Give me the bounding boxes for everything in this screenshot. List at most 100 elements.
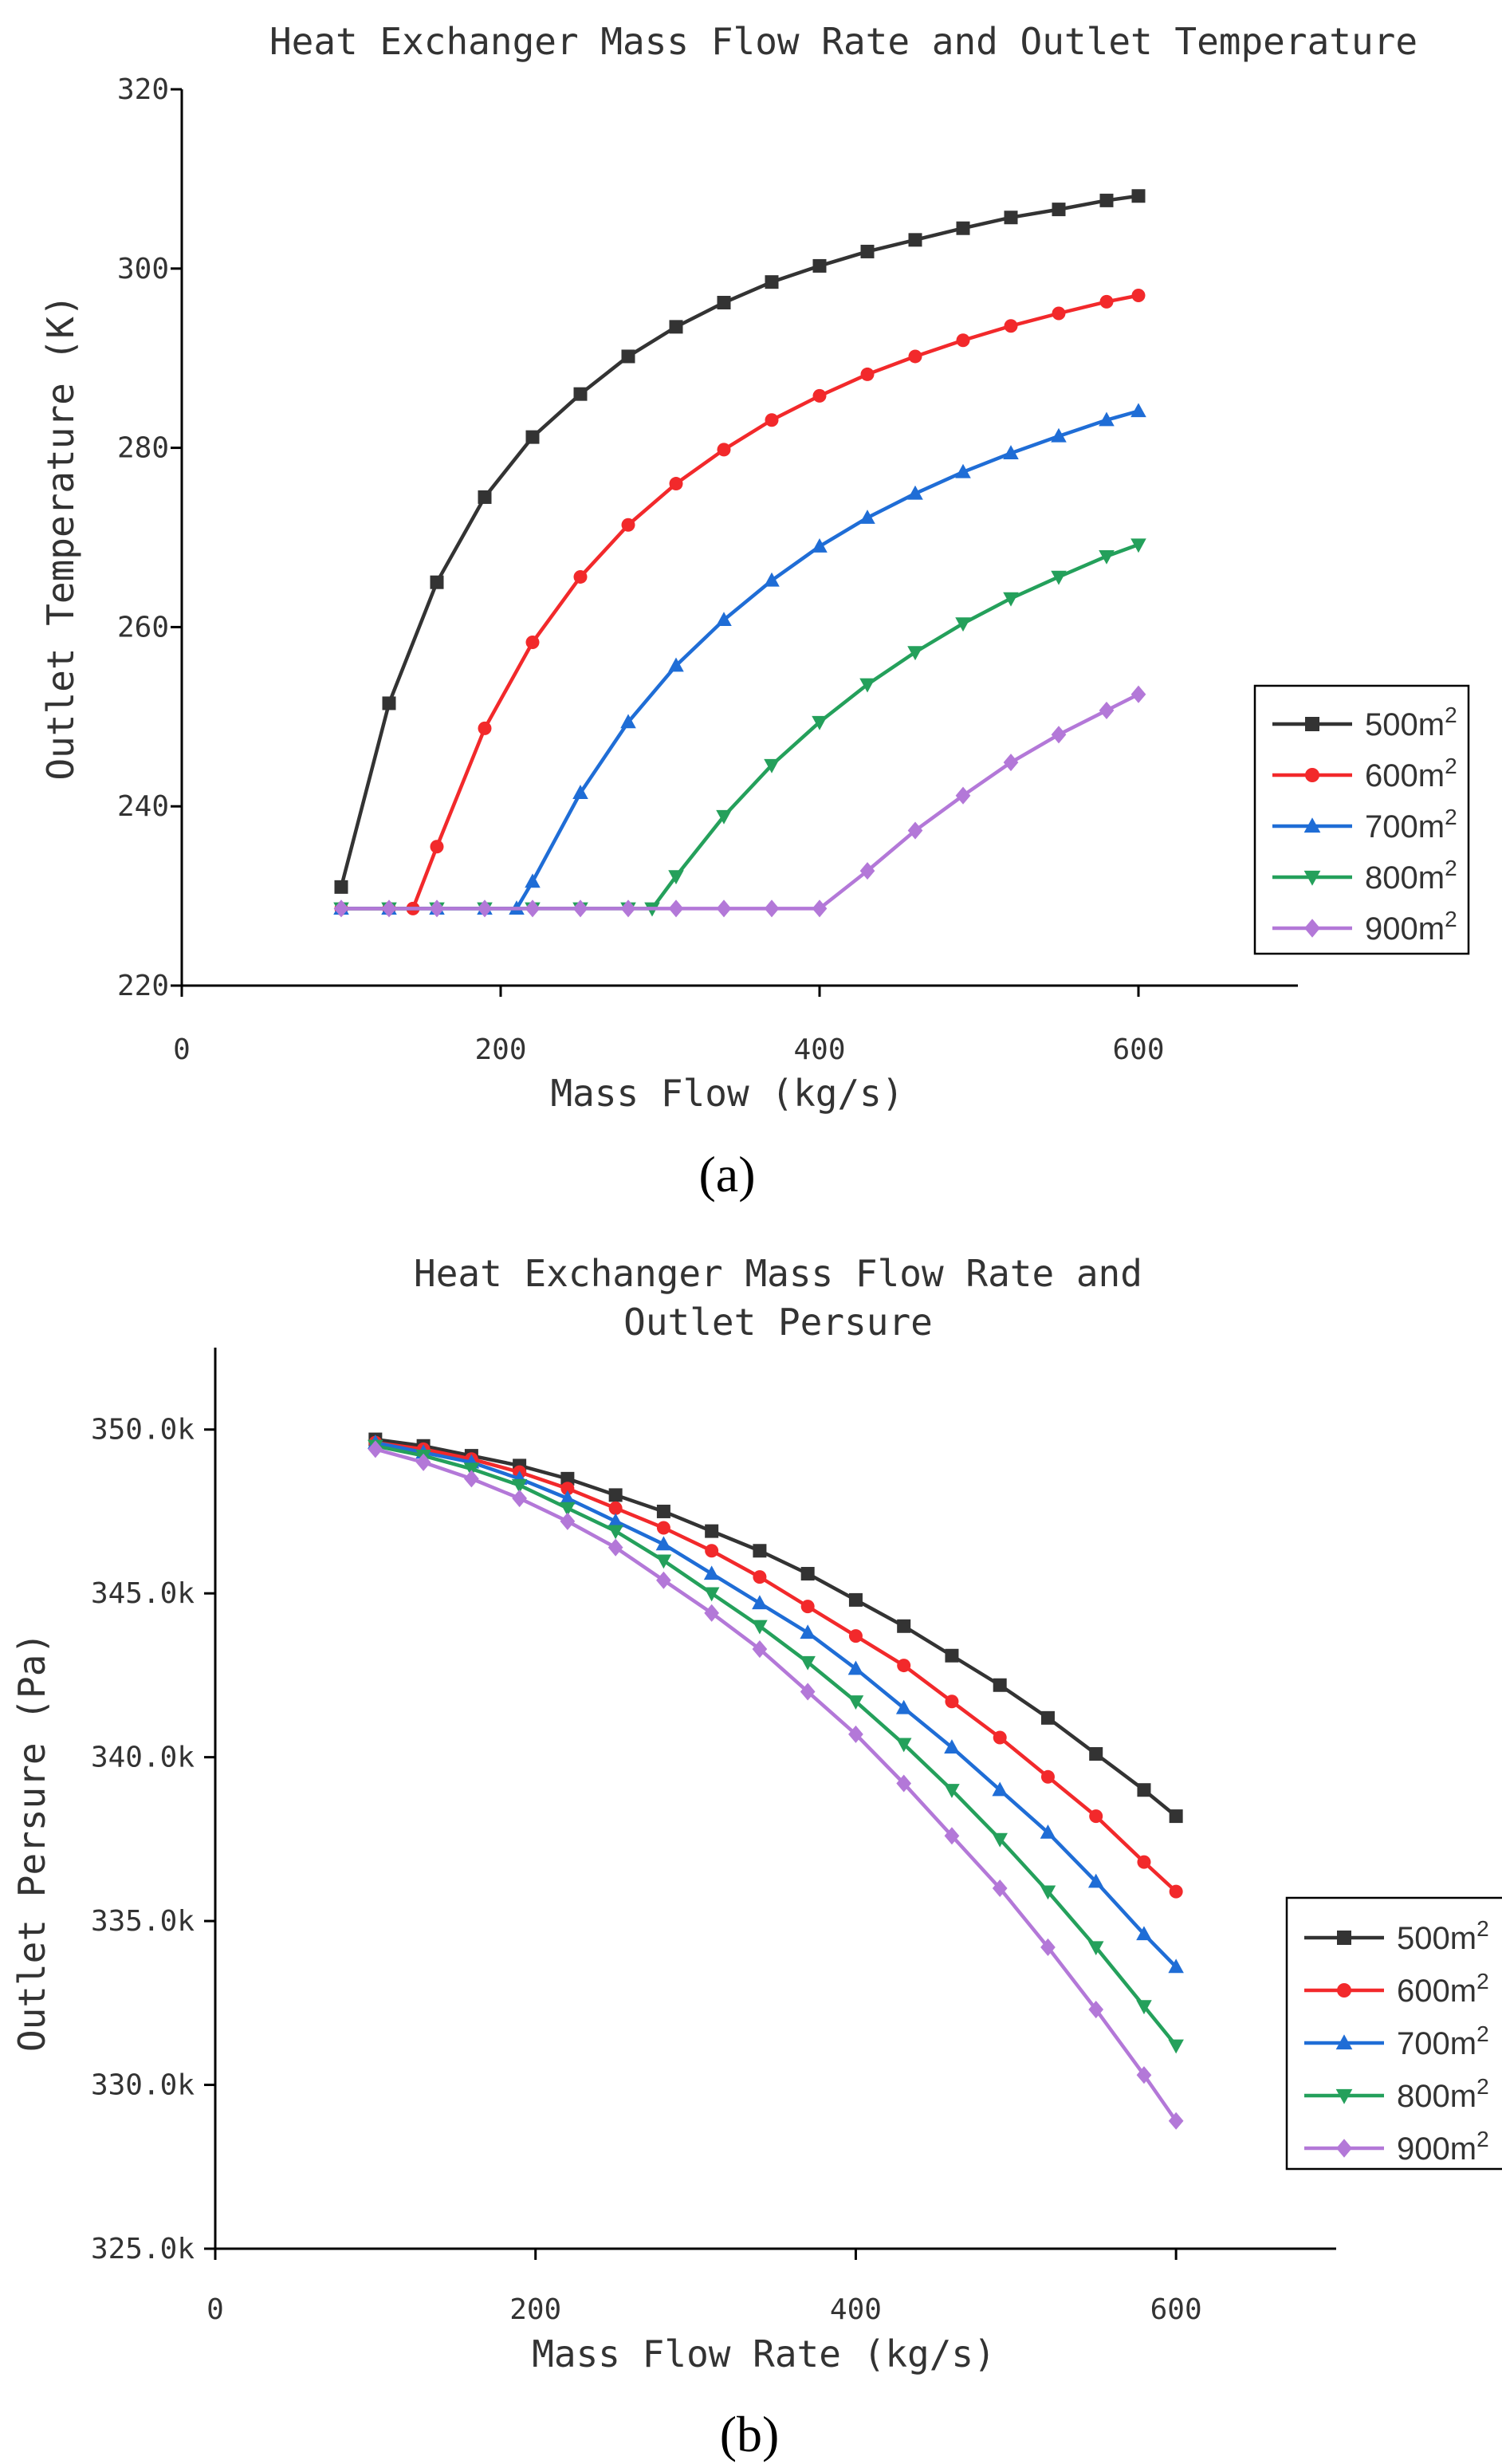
data-point-800 (764, 758, 780, 773)
data-point-500 (573, 387, 588, 401)
chart-b-panel-label: (b) (720, 2406, 780, 2462)
data-point-700 (655, 1536, 672, 1551)
data-point-600 (669, 477, 683, 491)
data-point-800 (1136, 2000, 1152, 2015)
data-point-700 (1136, 1926, 1152, 1941)
data-point-700 (560, 1490, 576, 1505)
data-point-900 (848, 1725, 863, 1743)
data-point-900 (429, 899, 445, 918)
data-point-500 (621, 349, 635, 364)
data-point-500 (478, 490, 492, 504)
data-point-500 (669, 320, 683, 334)
data-point-800 (1099, 549, 1115, 565)
legend-label-800: 800m2 (1397, 2074, 1489, 2114)
x-tick-label: 0 (206, 2293, 224, 2326)
chart-b-legend-items: 500m2 600m2 700m2 800m2 900m2 (1304, 1916, 1489, 2167)
data-point-500 (656, 1504, 670, 1518)
data-point-500 (430, 575, 444, 589)
data-point-700 (847, 1660, 864, 1675)
legend-label-800: 800m2 (1365, 856, 1457, 895)
data-point-500 (1169, 1809, 1183, 1824)
y-tick-label: 345.0k (91, 1577, 195, 1610)
data-point-600 (1099, 294, 1114, 309)
data-point-600 (1089, 1809, 1103, 1824)
data-point-700 (525, 873, 541, 888)
chart-a-legend-box (1253, 684, 1470, 955)
data-point-700 (703, 1565, 720, 1580)
legend-label-700: 700m2 (1365, 805, 1457, 844)
x-tick-label: 600 (1112, 1033, 1164, 1066)
data-point-700 (1003, 445, 1019, 459)
data-point-500 (956, 221, 970, 235)
data-point-500 (525, 430, 540, 444)
data-point-800 (703, 1587, 720, 1602)
data-point-500 (1089, 1747, 1103, 1761)
data-point-900 (800, 1683, 816, 1701)
data-point-800 (895, 1738, 912, 1753)
data-point-600 (525, 636, 540, 650)
data-point-600 (1137, 1855, 1151, 1869)
data-point-700 (955, 463, 971, 478)
data-point-700 (1099, 411, 1115, 427)
legend-marker-800 (1303, 870, 1321, 886)
y-tick-label: 325.0k (91, 2233, 195, 2265)
legend-marker-900 (1336, 2139, 1352, 2158)
data-point-500 (860, 244, 875, 258)
data-point-600 (800, 1600, 815, 1614)
data-point-500 (897, 1619, 911, 1633)
data-point-900 (1088, 2000, 1104, 2019)
data-point-800 (463, 1462, 480, 1478)
data-point-900 (368, 1440, 383, 1458)
data-point-900 (525, 899, 541, 918)
legend-label-500: 500m2 (1397, 1916, 1489, 1956)
data-point-800 (1130, 538, 1146, 553)
data-point-700 (1130, 403, 1146, 418)
chart-b-y-label: Outlet Persure (Pa) (10, 1632, 53, 2052)
data-point-700 (607, 1513, 623, 1528)
data-point-900 (512, 1489, 527, 1508)
data-point-900 (656, 1571, 671, 1589)
data-point-900 (1130, 685, 1146, 703)
series-line-900 (341, 692, 1140, 911)
data-point-900 (1099, 701, 1115, 719)
data-point-800 (992, 1832, 1008, 1848)
legend-label-600: 600m2 (1397, 1969, 1489, 2009)
data-point-800 (560, 1502, 576, 1517)
y-tick-label: 340.0k (91, 1742, 195, 1774)
data-point-600 (1052, 306, 1066, 321)
data-point-900 (1168, 2112, 1184, 2130)
data-point-900 (668, 899, 684, 918)
data-point-700 (752, 1595, 768, 1610)
x-tick-label: 400 (830, 2293, 882, 2326)
data-point-600 (705, 1544, 719, 1558)
chart-a-series-group (333, 189, 1146, 918)
data-point-600 (753, 1570, 767, 1584)
data-point-800 (1003, 592, 1019, 607)
y-tick-label: 335.0k (91, 1905, 195, 1938)
legend-label-900: 900m2 (1365, 907, 1457, 947)
chart-a-panel-label: (a) (698, 1146, 755, 1202)
chart-b: Heat Exchanger Mass Flow Rate and Outlet… (10, 1252, 1502, 2462)
series-line-500 (375, 1437, 1178, 1818)
data-point-900 (859, 862, 875, 880)
y-tick-label: 330.0k (91, 2069, 195, 2102)
chart-b-title-line2: Outlet Persure (623, 1301, 933, 1344)
data-point-900 (477, 899, 493, 918)
legend-marker-900 (1304, 919, 1320, 938)
data-point-800 (655, 1554, 672, 1569)
data-point-500 (1131, 189, 1146, 203)
data-point-700 (944, 1739, 960, 1754)
data-point-800 (800, 1655, 816, 1671)
x-tick-label: 200 (474, 1033, 526, 1066)
data-point-600 (812, 388, 827, 403)
data-point-900 (907, 821, 923, 840)
data-point-700 (859, 510, 875, 524)
data-point-500 (1052, 203, 1066, 217)
legend-label-600: 600m2 (1365, 754, 1457, 793)
data-point-900 (333, 899, 349, 918)
y-tick-label: 280 (117, 432, 169, 465)
data-point-700 (992, 1781, 1008, 1797)
data-point-600 (945, 1694, 959, 1709)
data-point-700 (800, 1624, 816, 1639)
